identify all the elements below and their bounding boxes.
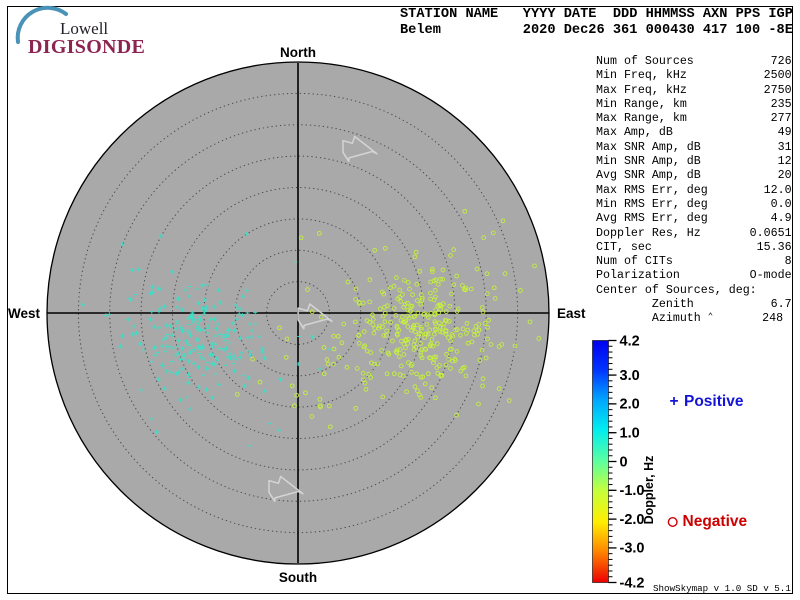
svg-text:West: West xyxy=(8,306,41,321)
svg-text:ShowSkymap v 1.0 SD v 5.1: ShowSkymap v 1.0 SD v 5.1 xyxy=(653,583,791,594)
svg-text:-1.0: -1.0 xyxy=(620,483,645,499)
svg-text:1.0: 1.0 xyxy=(620,425,640,441)
svg-text:Positive: Positive xyxy=(684,393,744,410)
svg-text:East: East xyxy=(557,306,586,321)
svg-text:3.0: 3.0 xyxy=(620,368,640,384)
svg-text:South: South xyxy=(279,570,317,585)
svg-text:-2.0: -2.0 xyxy=(620,512,645,528)
svg-text:Negative: Negative xyxy=(683,513,748,530)
svg-text:+: + xyxy=(670,393,679,410)
svg-text:-4.2: -4.2 xyxy=(620,575,645,591)
svg-text:-3.0: -3.0 xyxy=(620,541,645,557)
svg-text:4.2: 4.2 xyxy=(620,335,640,349)
svg-text:North: North xyxy=(280,45,316,60)
svg-text:2.0: 2.0 xyxy=(620,397,640,413)
svg-text:0: 0 xyxy=(620,454,628,470)
